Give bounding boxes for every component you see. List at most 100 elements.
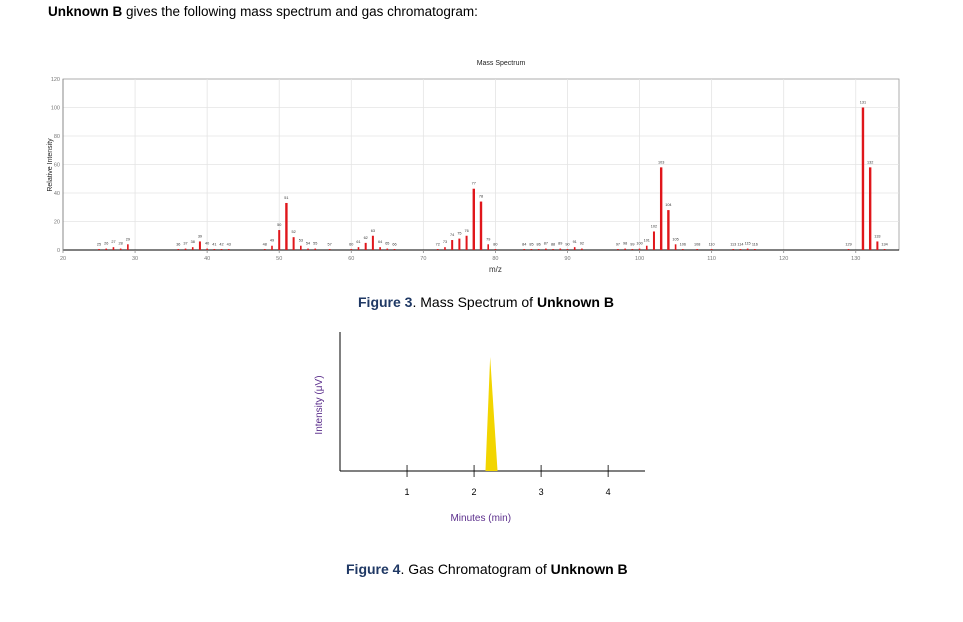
ms-peak-bar-62 xyxy=(364,242,367,250)
figure-4-label: Figure 4 xyxy=(346,561,401,577)
ms-x-tick-label: 90 xyxy=(564,256,570,262)
ms-x-tick-label: 50 xyxy=(276,256,282,262)
ms-peak-label-29: 29 xyxy=(126,237,130,241)
ms-peak-bar-52 xyxy=(292,237,295,250)
gc-x-axis-label: Minutes (min) xyxy=(450,513,511,524)
ms-peak-bar-51 xyxy=(285,202,288,250)
ms-peak-label-48: 48 xyxy=(263,242,267,246)
ms-peak-label-108: 108 xyxy=(694,242,700,246)
ms-peak-bar-87 xyxy=(545,248,547,250)
ms-peak-label-50: 50 xyxy=(277,223,281,227)
ms-peak-label-25: 25 xyxy=(97,242,101,246)
ms-x-tick-label: 100 xyxy=(635,256,644,262)
ms-peak-label-74: 74 xyxy=(450,233,454,237)
ms-peak-bar-133 xyxy=(876,241,879,250)
ms-y-tick-label: 100 xyxy=(51,106,60,112)
gc-peak xyxy=(485,357,498,471)
ms-peak-bar-102 xyxy=(652,231,655,250)
ms-peak-label-80: 80 xyxy=(493,242,497,246)
ms-peak-label-27: 27 xyxy=(111,240,115,244)
ms-y-tick-label: 120 xyxy=(51,77,60,83)
ms-peak-label-62: 62 xyxy=(364,236,368,240)
ms-peak-bar-38 xyxy=(191,247,194,250)
ms-peak-bar-80 xyxy=(494,249,497,250)
ms-peak-label-106: 106 xyxy=(680,242,686,246)
ms-peak-label-85: 85 xyxy=(529,242,533,246)
ms-peak-label-133: 133 xyxy=(874,234,880,238)
ms-peak-bar-43 xyxy=(227,249,230,250)
ms-peak-bar-108 xyxy=(696,249,699,250)
ms-peak-bar-105 xyxy=(674,244,677,250)
ms-peak-label-72: 72 xyxy=(436,242,440,246)
ms-peak-bar-76 xyxy=(465,235,468,250)
ms-peak-bar-113 xyxy=(732,249,735,250)
ms-peak-label-90: 90 xyxy=(565,242,569,246)
ms-peak-label-116: 116 xyxy=(752,242,758,246)
ms-x-axis-label: m/z xyxy=(489,265,502,274)
ms-peak-bar-98 xyxy=(624,248,626,250)
ms-peak-bar-25 xyxy=(98,249,100,250)
ms-peak-bar-40 xyxy=(206,248,208,250)
ms-peak-label-73: 73 xyxy=(443,240,447,244)
ms-peak-bar-106 xyxy=(681,249,684,250)
ms-peak-bar-88 xyxy=(552,249,554,250)
ms-peak-label-104: 104 xyxy=(665,203,671,207)
ms-peak-bar-85 xyxy=(530,249,533,250)
ms-peak-label-131: 131 xyxy=(860,101,866,105)
ms-peak-bar-64 xyxy=(379,247,381,250)
figure-3-unknown: Unknown B xyxy=(536,294,614,310)
ms-peak-bar-115 xyxy=(746,248,749,250)
ms-peak-label-38: 38 xyxy=(191,240,195,244)
ms-x-tick-label: 30 xyxy=(132,256,138,262)
ms-peak-label-134: 134 xyxy=(881,242,887,246)
ms-peak-bar-92 xyxy=(581,248,583,250)
ms-peak-bar-66 xyxy=(393,249,396,250)
ms-peak-label-79: 79 xyxy=(486,237,490,241)
ms-peak-label-63: 63 xyxy=(371,229,375,233)
ms-peak-label-65: 65 xyxy=(385,242,389,246)
ms-x-tick-label: 120 xyxy=(779,256,788,262)
ms-y-tick-label: 20 xyxy=(54,220,60,226)
ms-y-axis-label: Relative Intensity xyxy=(47,138,54,192)
ms-peak-label-54: 54 xyxy=(306,242,310,246)
ms-x-tick-label: 20 xyxy=(60,256,66,262)
ms-peak-bar-72 xyxy=(436,249,439,250)
ms-peak-label-53: 53 xyxy=(299,239,303,243)
ms-peak-label-75: 75 xyxy=(457,232,461,236)
ms-peak-bar-37 xyxy=(184,248,187,250)
ms-peak-label-99: 99 xyxy=(630,242,634,246)
ms-peak-label-64: 64 xyxy=(378,240,382,244)
ms-peak-label-86: 86 xyxy=(537,242,541,246)
ms-peak-bar-90 xyxy=(566,249,569,250)
ms-peak-label-51: 51 xyxy=(284,196,288,200)
ms-peak-label-89: 89 xyxy=(558,242,562,246)
ms-peak-bar-114 xyxy=(739,249,742,250)
ms-title: Mass Spectrum xyxy=(477,60,526,67)
figure-3-label: Figure 3 xyxy=(358,294,413,310)
gc-x-tick-label: 3 xyxy=(539,487,544,497)
gc-x-tick-label: 4 xyxy=(606,487,611,497)
ms-peak-bar-84 xyxy=(523,249,526,250)
ms-peak-bar-110 xyxy=(710,249,713,250)
ms-peak-bar-39 xyxy=(198,241,201,250)
ms-x-tick-label: 60 xyxy=(348,256,354,262)
ms-peak-label-55: 55 xyxy=(313,242,317,246)
ms-peak-label-91: 91 xyxy=(573,240,577,244)
ms-peak-label-26: 26 xyxy=(104,242,108,246)
ms-peak-bar-131 xyxy=(861,107,865,250)
ms-peak-label-101: 101 xyxy=(644,239,650,243)
ms-peak-bar-74 xyxy=(451,240,454,250)
ms-peak-bar-28 xyxy=(119,248,122,250)
ms-peak-label-57: 57 xyxy=(328,242,332,246)
ms-peak-label-105: 105 xyxy=(672,237,678,241)
ms-peak-label-61: 61 xyxy=(356,240,360,244)
gc-x-tick-label: 1 xyxy=(405,487,410,497)
ms-peak-label-100: 100 xyxy=(636,242,642,246)
ms-peak-label-132: 132 xyxy=(867,160,873,164)
figure-3-mid: . Mass Spectrum of xyxy=(412,294,537,310)
ms-peak-bar-54 xyxy=(307,248,309,250)
ms-peak-bar-99 xyxy=(631,249,634,250)
ms-peak-label-52: 52 xyxy=(292,230,296,234)
figure-3-caption: Figure 3. Mass Spectrum of Unknown B xyxy=(358,294,614,310)
